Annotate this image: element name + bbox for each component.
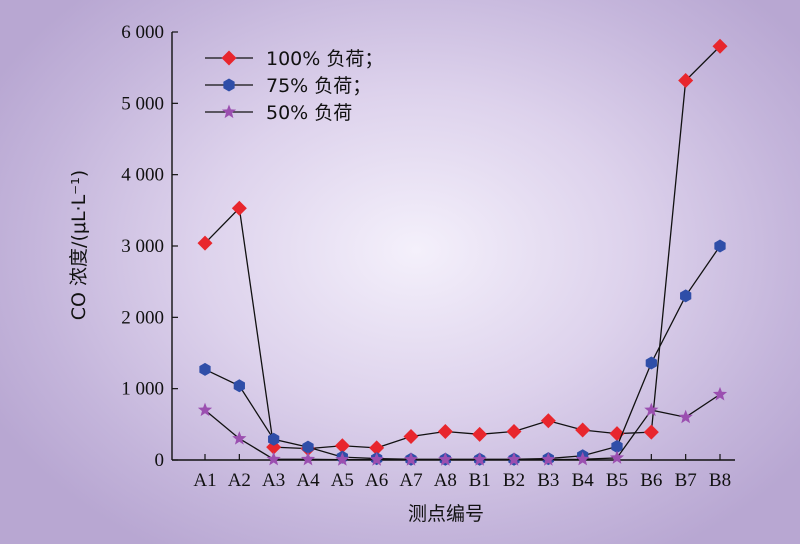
- data-point: [197, 235, 213, 251]
- legend-marker: [223, 78, 235, 92]
- data-point: [334, 438, 350, 454]
- x-tick-label: A3: [262, 470, 285, 491]
- data-point: [541, 452, 556, 466]
- legend-marker: [221, 50, 237, 66]
- data-point: [403, 452, 419, 466]
- y-tick-label: 1 000: [121, 379, 164, 400]
- x-tick-label: B7: [675, 470, 697, 491]
- data-point: [266, 451, 281, 466]
- x-tick-label: B5: [606, 470, 628, 491]
- data-point: [575, 451, 590, 466]
- data-point: [335, 452, 350, 466]
- legend: 100% 负荷； 75% 负荷； 50% 负荷: [205, 48, 383, 124]
- data-point: [643, 424, 659, 440]
- data-point: [714, 239, 726, 253]
- data-point: [712, 38, 728, 54]
- x-tick-label: B8: [709, 470, 731, 491]
- data-point: [645, 356, 657, 370]
- x-tick-label: A4: [296, 470, 320, 491]
- x-tick-label: A5: [331, 470, 354, 491]
- legend-label: 100% 负荷；: [266, 48, 383, 70]
- data-point: [712, 386, 728, 401]
- series-line: [204, 245, 721, 460]
- y-tick-label: 6 000: [121, 22, 164, 43]
- y-tick-label: 2 000: [121, 307, 164, 328]
- legend-label: 50% 负荷: [266, 102, 352, 124]
- data-point: [678, 409, 693, 424]
- data-point: [369, 452, 384, 466]
- x-tick-label: B6: [640, 470, 662, 491]
- data-point: [268, 432, 280, 446]
- series-line: [204, 393, 721, 461]
- data-point: [680, 289, 692, 303]
- x-tick-label: B2: [503, 470, 525, 491]
- series-3: [197, 386, 728, 466]
- data-point: [575, 422, 591, 438]
- y-axis-title: CO 浓度/(μL·L⁻¹): [68, 170, 90, 320]
- data-point: [232, 431, 247, 445]
- data-point: [197, 402, 213, 417]
- data-point: [472, 426, 488, 442]
- data-point: [300, 451, 316, 466]
- x-tick-label: A2: [228, 470, 251, 491]
- legend-entry: 50% 负荷: [205, 102, 352, 124]
- data-point: [199, 362, 211, 376]
- series-layer: [197, 38, 728, 466]
- axes: 0 1 000 2 000 3 000 4 000 5 000 6 000 A1 A2 A3 A4 A…: [121, 22, 735, 491]
- data-point: [233, 379, 245, 393]
- data-point: [438, 452, 453, 466]
- data-point: [302, 440, 314, 454]
- data-point: [403, 428, 419, 444]
- legend-entry: 75% 负荷；: [205, 75, 371, 97]
- y-tick-label: 4 000: [121, 165, 164, 186]
- data-point: [506, 452, 522, 466]
- data-point: [611, 439, 623, 453]
- x-tick-label: A6: [365, 470, 388, 491]
- legend-label: 75% 负荷；: [266, 75, 371, 97]
- data-point: [369, 440, 385, 456]
- legend-marker: [221, 104, 237, 119]
- x-tick-label: B3: [537, 470, 559, 491]
- y-tick-label: 3 000: [121, 236, 164, 257]
- data-point: [609, 450, 625, 464]
- y-tick-label: 0: [155, 450, 165, 471]
- legend-entry: 100% 负荷；: [205, 48, 383, 70]
- data-point: [506, 423, 522, 439]
- x-tick-label: B4: [572, 470, 595, 491]
- data-point: [472, 452, 487, 466]
- x-tick-label: A7: [399, 470, 422, 491]
- data-point: [644, 402, 659, 417]
- data-point: [540, 413, 556, 429]
- x-tick-label: A8: [434, 470, 457, 491]
- y-tick-label: 5 000: [121, 93, 164, 114]
- data-point: [437, 423, 453, 439]
- x-axis-title: 测点编号: [408, 503, 484, 525]
- data-point: [678, 73, 694, 89]
- x-tick-label: B1: [469, 470, 491, 491]
- x-tick-label: A1: [193, 470, 216, 491]
- data-point: [231, 200, 247, 216]
